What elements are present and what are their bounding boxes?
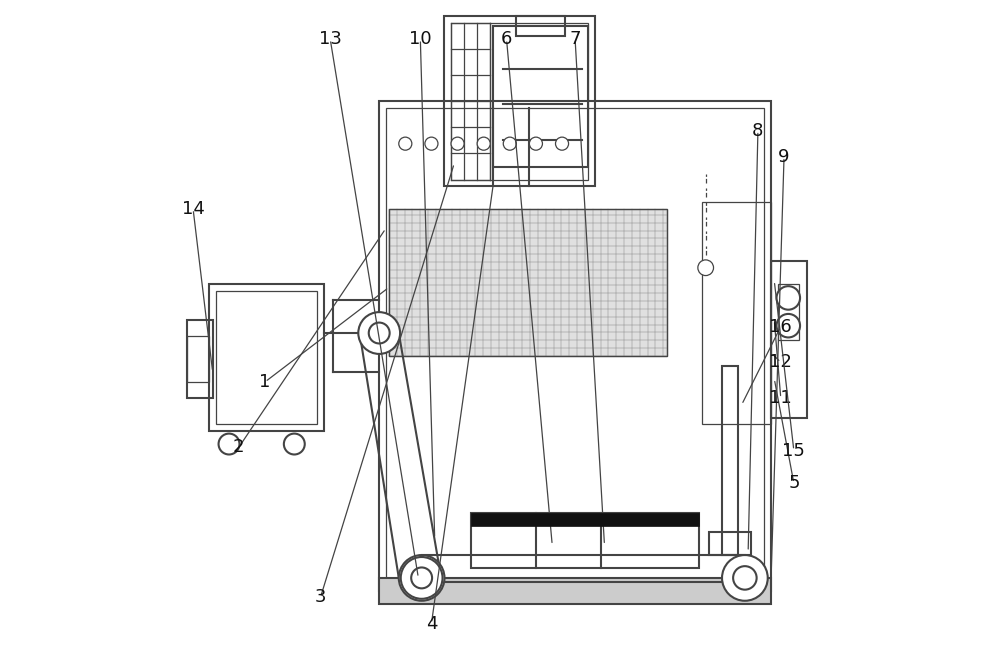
- Text: 6: 6: [501, 30, 512, 48]
- Bar: [379, 578, 771, 604]
- Circle shape: [284, 434, 305, 454]
- Text: 5: 5: [788, 474, 800, 492]
- Circle shape: [698, 260, 714, 276]
- Text: 16: 16: [769, 317, 792, 336]
- Circle shape: [556, 137, 569, 150]
- Circle shape: [503, 137, 516, 150]
- Circle shape: [733, 566, 757, 590]
- Circle shape: [358, 312, 400, 354]
- Bar: [778, 284, 799, 340]
- Circle shape: [410, 566, 433, 590]
- Bar: [709, 532, 751, 555]
- Circle shape: [401, 557, 443, 599]
- Bar: [471, 513, 699, 568]
- Text: 2: 2: [233, 438, 245, 456]
- Text: 7: 7: [569, 30, 581, 48]
- Bar: [451, 23, 588, 180]
- Circle shape: [399, 137, 412, 150]
- Bar: [471, 513, 699, 526]
- Bar: [516, 16, 565, 36]
- Circle shape: [425, 137, 438, 150]
- Circle shape: [399, 555, 444, 601]
- Bar: [722, 366, 738, 555]
- Bar: [702, 202, 771, 424]
- Text: 1: 1: [259, 373, 271, 391]
- Circle shape: [722, 555, 768, 601]
- Circle shape: [477, 137, 490, 150]
- Text: 4: 4: [426, 614, 437, 633]
- Circle shape: [777, 314, 800, 338]
- Text: 15: 15: [782, 441, 805, 460]
- Bar: [379, 101, 771, 591]
- Circle shape: [451, 137, 464, 150]
- Circle shape: [369, 323, 390, 343]
- Text: 11: 11: [769, 389, 792, 407]
- Bar: [771, 261, 807, 418]
- Bar: [444, 16, 595, 186]
- Bar: [389, 209, 667, 356]
- Circle shape: [219, 434, 239, 454]
- Text: 8: 8: [752, 121, 764, 140]
- Text: 12: 12: [769, 353, 792, 372]
- Bar: [209, 284, 324, 431]
- Text: 3: 3: [315, 588, 326, 607]
- Circle shape: [411, 567, 432, 588]
- Bar: [493, 26, 588, 167]
- Bar: [386, 108, 764, 584]
- Circle shape: [529, 137, 542, 150]
- Text: 10: 10: [409, 30, 432, 48]
- Text: 14: 14: [182, 200, 205, 218]
- Bar: [389, 209, 667, 356]
- Bar: [187, 336, 209, 382]
- Bar: [216, 291, 317, 424]
- Text: 9: 9: [778, 148, 790, 166]
- Bar: [187, 320, 213, 398]
- Text: 13: 13: [319, 30, 342, 48]
- Circle shape: [777, 286, 800, 310]
